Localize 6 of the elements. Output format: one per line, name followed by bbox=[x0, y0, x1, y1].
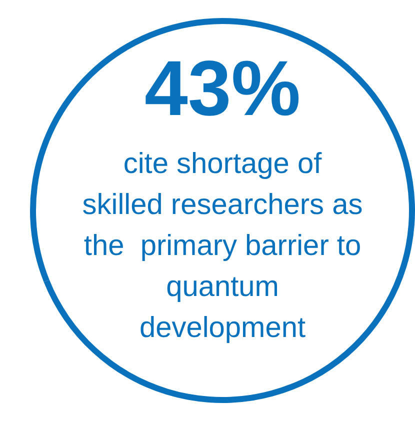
chart-title: 43% bbox=[143, 43, 302, 134]
text: quantum bbox=[165, 270, 280, 305]
text: development bbox=[138, 311, 307, 346]
text: the primary barrier to bbox=[82, 229, 362, 264]
text: cite shortage of bbox=[122, 147, 323, 182]
text: skilled researchers as bbox=[81, 188, 364, 223]
